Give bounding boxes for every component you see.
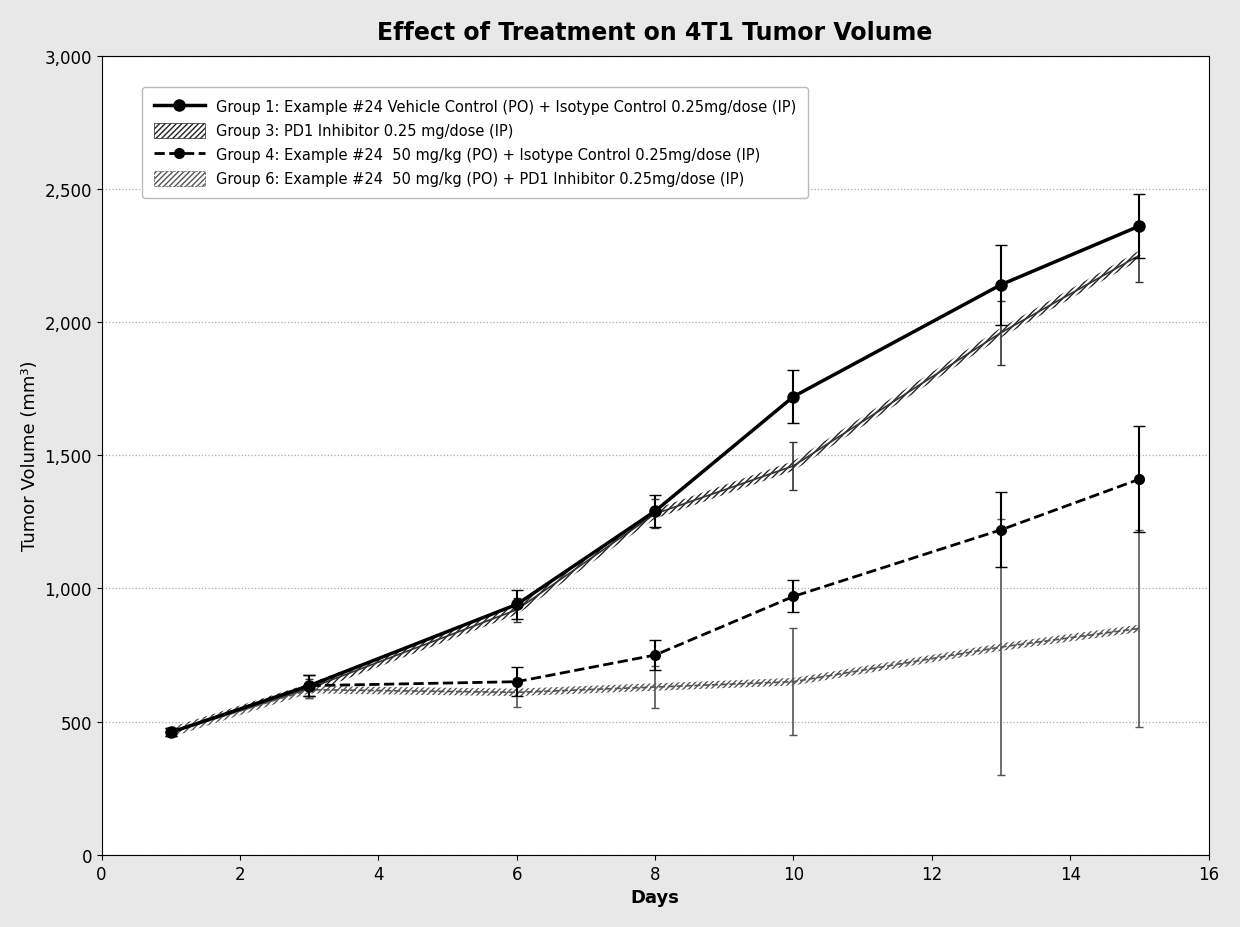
Y-axis label: Tumor Volume (mm³): Tumor Volume (mm³) <box>21 361 38 551</box>
X-axis label: Days: Days <box>631 888 680 907</box>
Title: Effect of Treatment on 4T1 Tumor Volume: Effect of Treatment on 4T1 Tumor Volume <box>377 20 932 44</box>
Legend: Group 1: Example #24 Vehicle Control (PO) + Isotype Control 0.25mg/dose (IP), Gr: Group 1: Example #24 Vehicle Control (PO… <box>143 88 808 198</box>
